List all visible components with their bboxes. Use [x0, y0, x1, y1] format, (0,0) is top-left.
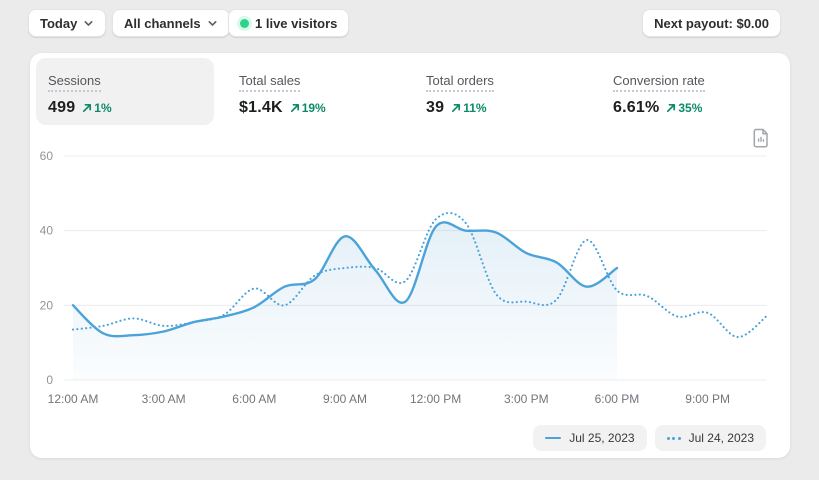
x-tick-label: 6:00 PM [595, 392, 640, 406]
channels-filter-button[interactable]: All channels [112, 9, 230, 37]
legend-item-jul-25[interactable]: Jul 25, 2023 [533, 425, 647, 451]
x-tick-label: 3:00 AM [142, 392, 186, 406]
metric-delta: 35% [678, 101, 703, 115]
export-report-button[interactable] [748, 125, 774, 151]
live-indicator-dot-icon [240, 18, 249, 28]
metric-tab-total-sales[interactable]: Total sales $1.4K 19% [227, 58, 338, 125]
metric-value: 499 [48, 99, 76, 116]
metric-tab-conversion-rate[interactable]: Conversion rate 6.61% 35% [601, 58, 717, 125]
increase-arrow-icon [452, 103, 461, 113]
solid-line-icon [545, 437, 562, 439]
chevron-down-icon [207, 18, 218, 29]
metric-label: Total orders [426, 73, 494, 92]
y-tick-label: 20 [40, 298, 54, 312]
topbar: Today All channels 1 live visitors Next … [0, 0, 819, 50]
document-icon [753, 128, 768, 148]
sessions-line-chart: 60 40 20 0 12:00 AM 3:00 AM 6:00 AM 9:00 AM 12:0… [40, 149, 770, 406]
analytics-card: Sessions 499 1% Total sales $1.4K 19% To… [30, 53, 790, 458]
y-tick-label: 0 [46, 373, 53, 387]
metric-tab-total-orders[interactable]: Total orders 39 11% [414, 58, 506, 125]
y-tick-label: 40 [40, 224, 54, 238]
metric-delta: 1% [94, 101, 112, 115]
x-tick-label: 12:00 PM [410, 392, 461, 406]
metric-label: Conversion rate [613, 73, 705, 92]
next-payout-button[interactable]: Next payout: $0.00 [642, 9, 781, 37]
next-payout-label: Next payout: $0.00 [654, 15, 769, 31]
legend-label: Jul 24, 2023 [688, 431, 754, 445]
metric-label: Total sales [239, 73, 301, 92]
x-tick-label: 3:00 PM [504, 392, 549, 406]
metric-value: 6.61% [613, 99, 660, 116]
live-visitors-badge[interactable]: 1 live visitors [228, 9, 350, 37]
date-range-button[interactable]: Today [28, 9, 107, 37]
channels-filter-label: All channels [124, 15, 201, 31]
date-range-label: Today [40, 15, 78, 31]
metric-tab-sessions[interactable]: Sessions 499 1% [36, 58, 214, 125]
dotted-line-icon [666, 436, 681, 440]
x-tick-label: 9:00 PM [685, 392, 730, 406]
metric-value: $1.4K [239, 99, 283, 116]
increase-arrow-icon [667, 103, 676, 113]
chevron-down-icon [83, 18, 94, 29]
increase-arrow-icon [83, 103, 92, 113]
x-tick-label: 6:00 AM [232, 392, 276, 406]
chart-legend: Jul 25, 2023 Jul 24, 2023 [533, 425, 766, 451]
metric-value: 39 [426, 99, 445, 116]
series-line-solid [71, 221, 619, 338]
metric-label: Sessions [48, 73, 101, 92]
legend-label: Jul 25, 2023 [569, 431, 635, 445]
legend-item-jul-24[interactable]: Jul 24, 2023 [654, 425, 766, 451]
live-visitors-label: 1 live visitors [255, 15, 338, 31]
x-tick-label: 12:00 AM [48, 392, 99, 406]
metric-delta: 11% [463, 101, 487, 115]
y-tick-label: 60 [40, 149, 54, 163]
series-line-dotted [71, 212, 770, 339]
area-fill [73, 222, 617, 380]
metric-delta: 19% [301, 101, 326, 115]
x-tick-label: 9:00 AM [323, 392, 367, 406]
increase-arrow-icon [290, 103, 299, 113]
